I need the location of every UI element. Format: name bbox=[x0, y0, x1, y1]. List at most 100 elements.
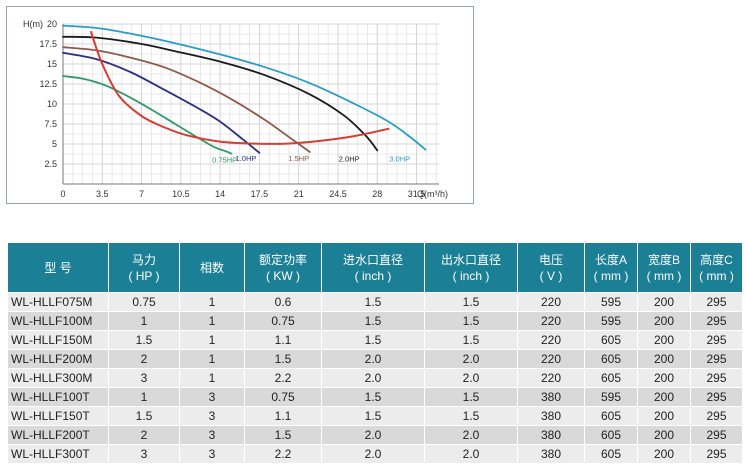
table-row: WL-HLLF100M 1 1 0.75 1.5 1.5 220 595 200 295 bbox=[8, 312, 742, 330]
table-cell: 200 bbox=[638, 445, 690, 463]
header-unit: ( mm ) bbox=[646, 268, 682, 283]
table-cell: 200 bbox=[638, 350, 690, 368]
header-label: 马力 bbox=[131, 252, 156, 267]
table-cell: 2.0 bbox=[322, 369, 424, 387]
table-body: WL-HLLF075M 0.75 1 0.6 1.5 1.5 220 595 200 295 WL-… bbox=[8, 293, 742, 463]
y-tick-label: 2.5 bbox=[44, 159, 57, 169]
table-row: WL-HLLF075M 0.75 1 0.6 1.5 1.5 220 595 200 295 bbox=[8, 293, 742, 311]
table-cell: 1.5 bbox=[322, 331, 424, 349]
header-cell: 进水口直径( inch ) bbox=[322, 243, 424, 292]
table-cell: 605 bbox=[585, 445, 637, 463]
header-label: 相数 bbox=[199, 260, 224, 275]
x-tick-label: 10.5 bbox=[172, 189, 190, 199]
table-cell: 3 bbox=[180, 388, 244, 406]
header-cell: 长度A( mm ) bbox=[585, 243, 637, 292]
table-cell: 295 bbox=[691, 369, 742, 387]
table-cell: 3 bbox=[180, 445, 244, 463]
series-line bbox=[62, 75, 233, 155]
table-cell: 220 bbox=[518, 293, 584, 311]
x-tick-label: 7 bbox=[139, 189, 144, 199]
y-tick-label: 20 bbox=[47, 19, 57, 29]
x-tick-label: 21 bbox=[294, 189, 304, 199]
table-cell: 1.5 bbox=[109, 407, 179, 425]
table-cell: 605 bbox=[585, 331, 637, 349]
table-cell: 2.0 bbox=[425, 350, 517, 368]
table-cell: 2 bbox=[109, 350, 179, 368]
model-cell: WL-HLLF100T bbox=[8, 388, 108, 406]
table-cell: 1.5 bbox=[322, 407, 424, 425]
header-unit: ( V ) bbox=[539, 268, 563, 283]
table-cell: 1.1 bbox=[245, 331, 321, 349]
x-tick-label: 3.5 bbox=[96, 189, 109, 199]
header-unit: ( mm ) bbox=[593, 268, 629, 283]
table-cell: 1.5 bbox=[425, 293, 517, 311]
header-cell: 出水口直径( inch ) bbox=[425, 243, 517, 292]
pump-curve-svg: 0 3.5 7 10.5 14 17.5 21 24.5 28 31.5 2.5 5 7.5 10 12.5… bbox=[23, 19, 448, 199]
y-tick-label: 15 bbox=[47, 59, 57, 69]
model-cell: WL-HLLF100M bbox=[8, 312, 108, 330]
spec-table: 型 号马力( HP ) 相数 额定功率( KW ) 进水口直径( inch ) 出水口直… bbox=[7, 242, 743, 464]
table-cell: 220 bbox=[518, 331, 584, 349]
table-cell: 3 bbox=[109, 369, 179, 387]
series-label: 0.75HP bbox=[212, 155, 237, 164]
table-row: WL-HLLF100T 1 3 0.75 1.5 1.5 380 595 200 295 bbox=[8, 388, 742, 406]
table-cell: 1 bbox=[180, 331, 244, 349]
header-label: 宽度B bbox=[647, 252, 680, 267]
table-cell: 605 bbox=[585, 426, 637, 444]
table-cell: 1.5 bbox=[322, 312, 424, 330]
x-tick-label: 17.5 bbox=[251, 189, 269, 199]
model-cell: WL-HLLF300T bbox=[8, 445, 108, 463]
table-cell: 1.5 bbox=[322, 293, 424, 311]
series-line bbox=[62, 51, 261, 154]
table-cell: 1.5 bbox=[425, 312, 517, 330]
header-cell: 相数 bbox=[180, 243, 244, 292]
table-cell: 295 bbox=[691, 331, 742, 349]
table-cell: 295 bbox=[691, 350, 742, 368]
model-cell: WL-HLLF300M bbox=[8, 369, 108, 387]
table-cell: 220 bbox=[518, 350, 584, 368]
table-cell: 2.0 bbox=[322, 426, 424, 444]
table-cell: 1.5 bbox=[425, 331, 517, 349]
header-cell: 型 号 bbox=[8, 243, 108, 292]
header-cell: 额定功率( KW ) bbox=[245, 243, 321, 292]
table-cell: 2.2 bbox=[245, 445, 321, 463]
table-cell: 595 bbox=[585, 312, 637, 330]
table-row: WL-HLLF200T 2 3 1.5 2.0 2.0 380 605 200 295 bbox=[8, 426, 742, 444]
table-cell: 605 bbox=[585, 350, 637, 368]
table-cell: 1 bbox=[180, 369, 244, 387]
series-line bbox=[62, 24, 427, 151]
header-label: 电压 bbox=[538, 252, 563, 267]
header-label: 长度A bbox=[594, 252, 627, 267]
header-cell: 高度C( mm ) bbox=[691, 243, 742, 292]
table-cell: 295 bbox=[691, 312, 742, 330]
table-cell: 2.0 bbox=[425, 369, 517, 387]
table-cell: 1.5 bbox=[322, 388, 424, 406]
model-cell: WL-HLLF200T bbox=[8, 426, 108, 444]
table-cell: 220 bbox=[518, 369, 584, 387]
table-cell: 1.5 bbox=[245, 426, 321, 444]
model-cell: WL-HLLF150T bbox=[8, 407, 108, 425]
table-cell: 1 bbox=[180, 350, 244, 368]
table-cell: 595 bbox=[585, 293, 637, 311]
table-cell: 200 bbox=[638, 312, 690, 330]
table-cell: 1.5 bbox=[425, 388, 517, 406]
table-cell: 1 bbox=[109, 388, 179, 406]
table-row: WL-HLLF200M 2 1 1.5 2.0 2.0 220 605 200 295 bbox=[8, 350, 742, 368]
table-cell: 1.5 bbox=[109, 331, 179, 349]
table-cell: 0.6 bbox=[245, 293, 321, 311]
model-cell: WL-HLLF200M bbox=[8, 350, 108, 368]
header-unit: ( mm ) bbox=[699, 268, 734, 283]
table-cell: 605 bbox=[585, 407, 637, 425]
x-tick-label: 24.5 bbox=[329, 189, 347, 199]
table-cell: 200 bbox=[638, 331, 690, 349]
table-cell: 1.5 bbox=[425, 407, 517, 425]
header-unit: ( KW ) bbox=[266, 268, 300, 283]
table-cell: 295 bbox=[691, 445, 742, 463]
series-label: 2.0HP bbox=[339, 155, 360, 164]
y-tick-label: 7.5 bbox=[44, 119, 57, 129]
model-cell: WL-HLLF150M bbox=[8, 331, 108, 349]
table-cell: 0.75 bbox=[109, 293, 179, 311]
x-axis-label: Q(m³/h) bbox=[417, 189, 448, 199]
table-cell: 2 bbox=[109, 426, 179, 444]
header-label: 进水口直径 bbox=[342, 252, 403, 267]
